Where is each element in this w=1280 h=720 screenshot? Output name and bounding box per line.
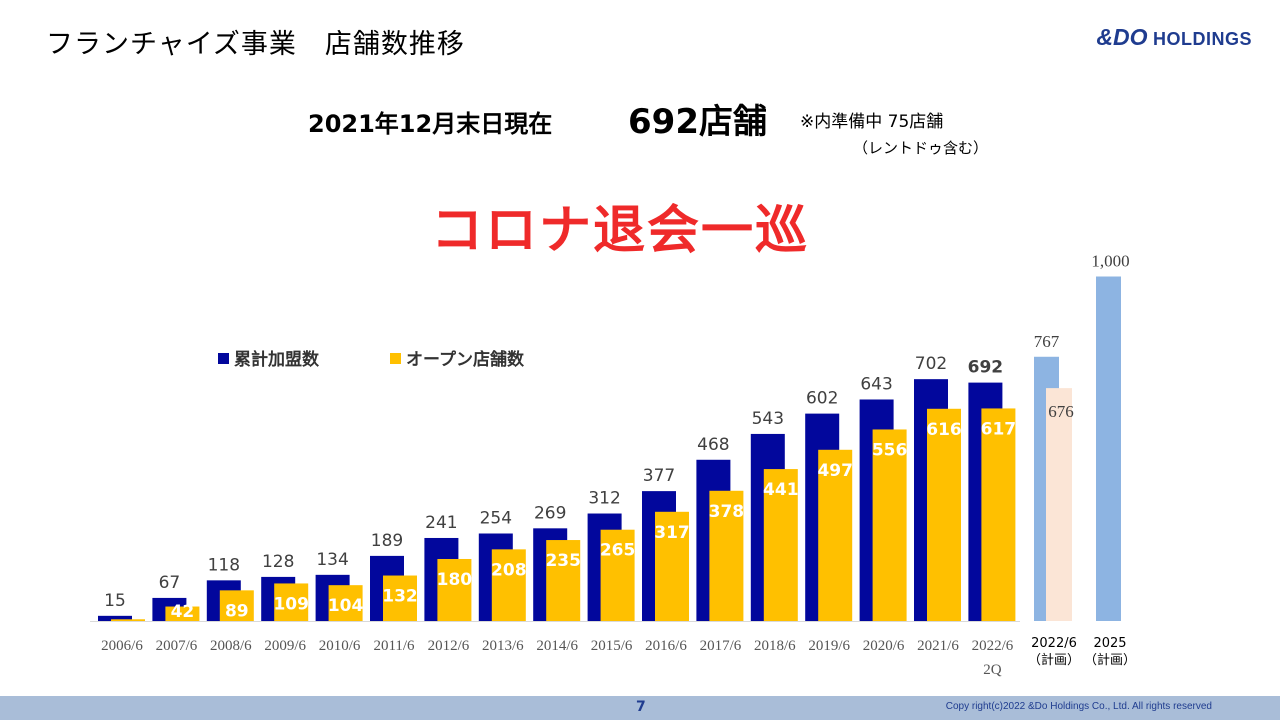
- label-open-14: 556: [872, 440, 908, 460]
- label-open-17: 676: [1048, 402, 1074, 421]
- page-title: フランチャイズ事業 店舗数推移: [46, 29, 465, 60]
- bar-open-9: [600, 529, 635, 621]
- label-open-12: 441: [763, 480, 799, 500]
- footer-bar: 7 Copy right(c)2022 &Do Holdings Co., Lt…: [0, 696, 1280, 720]
- legend-label-cumulative: 累計加盟数: [234, 350, 319, 370]
- bar-open-3: [274, 583, 309, 621]
- bar-open-16: [981, 408, 1016, 621]
- label-open-5: 132: [382, 587, 418, 607]
- bar-open-7: [491, 549, 526, 621]
- label-open-8: 235: [545, 551, 581, 571]
- label-open-7: 208: [491, 560, 527, 580]
- label-cumulative-11: 468: [697, 435, 729, 455]
- label-open-16: 617: [981, 419, 1017, 439]
- category-label-8: 2014/6: [536, 638, 578, 654]
- label-cumulative-1: 67: [159, 573, 181, 593]
- legend-item-open: オープン店舗数: [390, 345, 524, 370]
- bar-open-0: [111, 619, 145, 621]
- label-cumulative-6: 241: [425, 513, 457, 533]
- label-cumulative-0: 15: [104, 591, 126, 611]
- label-open-6: 180: [437, 570, 473, 590]
- preparing-note-sub: （レントドゥ含む）: [853, 139, 989, 157]
- label-cumulative-4: 134: [316, 550, 348, 570]
- label-cumulative-10: 377: [643, 466, 675, 486]
- label-cumulative-9: 312: [588, 489, 620, 509]
- bar-cumulative-0: [98, 615, 132, 621]
- category-label-17: 2022/6: [1031, 636, 1077, 651]
- label-open-10: 317: [654, 523, 690, 543]
- as-of-date: 2021年12月末日現在: [308, 110, 553, 138]
- legend-label-open: オープン店舗数: [406, 350, 524, 370]
- category-label-16: 2022/6: [972, 638, 1014, 654]
- bar-open-4: [328, 585, 363, 621]
- category-label-6: 2012/6: [428, 638, 470, 654]
- label-open-13: 497: [817, 461, 853, 481]
- bar-open-11: [709, 490, 744, 621]
- page-number: 7: [636, 699, 646, 715]
- label-open-1: 42: [171, 602, 195, 622]
- bar-open-13: [818, 449, 853, 621]
- bar-open-6: [437, 558, 472, 621]
- company-logo: &DO HOLDINGS: [1096, 24, 1252, 51]
- label-cumulative-18: 1,000: [1091, 252, 1129, 271]
- bar-open-1: [165, 606, 200, 621]
- category-label-17-1: （計画）: [1028, 652, 1080, 668]
- label-open-3: 109: [273, 594, 309, 614]
- legend-swatch-cumulative: [218, 352, 229, 364]
- category-label-12: 2018/6: [754, 638, 796, 654]
- label-cumulative-8: 269: [534, 503, 566, 523]
- label-cumulative-5: 189: [371, 531, 403, 551]
- category-label-11: 2017/6: [700, 638, 742, 654]
- label-open-15: 616: [926, 420, 962, 440]
- label-cumulative-17: 767: [1034, 332, 1060, 351]
- label-cumulative-15: 702: [915, 354, 947, 374]
- category-label-0: 2006/6: [101, 638, 143, 654]
- label-open-4: 104: [328, 596, 364, 616]
- bar-open-8: [546, 540, 581, 621]
- category-label-18: 2025: [1093, 636, 1126, 651]
- bar-cumulative-18: [1096, 276, 1121, 621]
- label-cumulative-2: 118: [208, 555, 240, 575]
- legend-item-cumulative: 累計加盟数: [218, 345, 319, 370]
- legend-swatch-open: [390, 352, 401, 364]
- category-label-14: 2020/6: [863, 638, 905, 654]
- category-label-9: 2015/6: [591, 638, 633, 654]
- label-cumulative-16: 692: [968, 358, 1004, 378]
- category-label-10: 2016/6: [645, 638, 687, 654]
- copyright: Copy right(c)2022 &Do Holdings Co., Ltd.…: [945, 701, 1212, 712]
- label-open-11: 378: [709, 502, 745, 522]
- store-count: 692店舗: [628, 102, 767, 142]
- category-label-5: 2011/6: [373, 638, 415, 654]
- category-label-16-1: 2Q: [983, 662, 1002, 678]
- category-label-4: 2010/6: [319, 638, 361, 654]
- bar-open-2: [219, 590, 254, 621]
- label-cumulative-3: 128: [262, 552, 294, 572]
- bar-open-15: [927, 408, 961, 621]
- label-open-9: 265: [600, 541, 636, 561]
- category-label-15: 2021/6: [917, 638, 959, 654]
- bar-open-14: [872, 429, 907, 621]
- category-label-18-1: （計画）: [1084, 652, 1136, 668]
- label-cumulative-14: 643: [860, 374, 892, 394]
- bar-open-5: [383, 575, 417, 621]
- label-cumulative-12: 543: [752, 409, 784, 429]
- bar-open-12: [763, 469, 798, 621]
- label-cumulative-13: 602: [806, 389, 838, 409]
- logo-text: HOLDINGS: [1152, 29, 1252, 49]
- category-label-13: 2019/6: [808, 638, 850, 654]
- category-label-7: 2013/6: [482, 638, 524, 654]
- category-label-3: 2009/6: [264, 638, 306, 654]
- category-label-2: 2008/6: [210, 638, 252, 654]
- bar-open-10: [655, 511, 689, 621]
- logo-mark: &DO: [1096, 24, 1148, 50]
- category-label-1: 2007/6: [156, 638, 198, 654]
- banner-text: コロナ退会一巡: [430, 201, 809, 261]
- label-open-2: 89: [225, 601, 249, 621]
- label-cumulative-7: 254: [480, 508, 512, 528]
- bar-chart: 15 2006/6 67 42 2007/6 118 89 2008/6 128 109 2009/…: [90, 252, 1136, 678]
- bar-open-17: [1046, 388, 1072, 621]
- preparing-note: ※内準備中 75店舗: [800, 112, 944, 132]
